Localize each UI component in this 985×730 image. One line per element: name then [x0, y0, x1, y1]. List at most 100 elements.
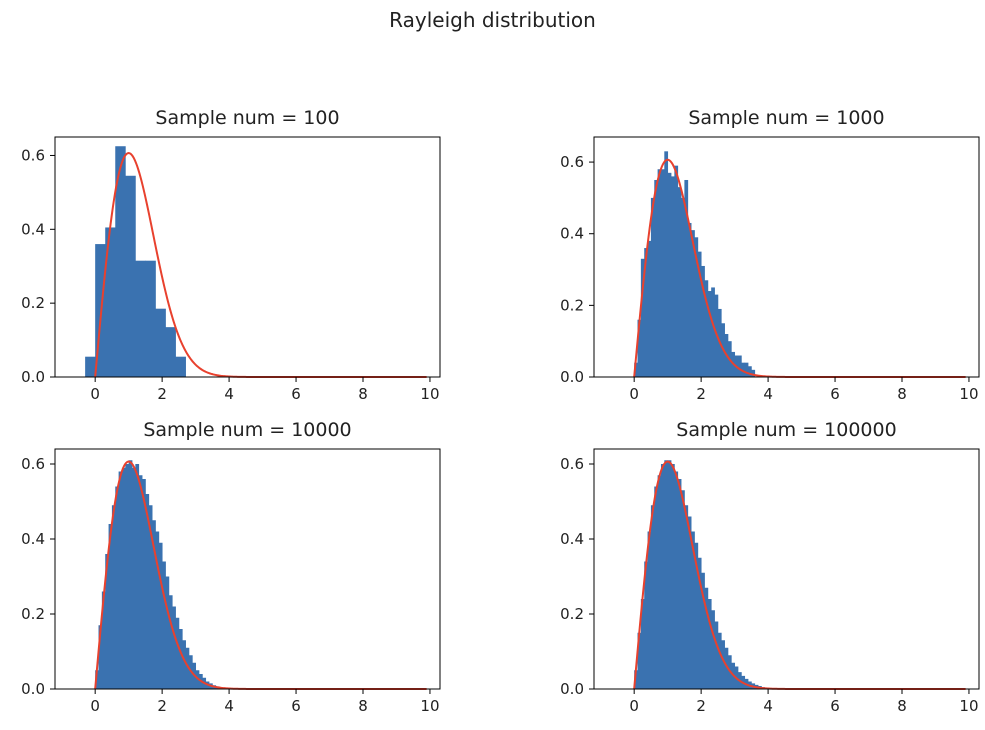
histogram-bar [142, 479, 146, 689]
histogram-bar [637, 319, 642, 377]
subplot-title: Sample num = 1000 [688, 107, 884, 129]
histogram-bar [155, 308, 166, 377]
x-tick-label: 0 [629, 697, 639, 715]
histogram-bar [182, 640, 186, 689]
histogram-bar [105, 554, 109, 689]
subplot-title: Sample num = 100000 [676, 419, 896, 441]
x-tick-label: 4 [224, 385, 234, 403]
x-tick-label: 2 [157, 697, 167, 715]
subplot-1: 0 2 4 6 8 10 0.0 0.2 0.4 0.6 Sample num = 100 [21, 107, 441, 403]
histogram-bar [664, 151, 669, 377]
histogram-bar [674, 165, 679, 377]
histogram-bar [694, 237, 699, 377]
histogram-bar [158, 542, 163, 689]
histogram-bar [691, 230, 695, 377]
figure-title: Rayleigh distribution [389, 8, 596, 32]
histogram-bar [681, 197, 685, 377]
x-tick-label: 6 [291, 697, 301, 715]
histogram-bar [717, 632, 722, 689]
histogram-bar [637, 632, 642, 689]
x-tick-label: 2 [696, 697, 706, 715]
histogram-bar [707, 599, 712, 689]
x-tick-label: 4 [224, 697, 234, 715]
histogram-bar [677, 187, 682, 377]
histogram-bar [125, 464, 130, 689]
histogram-bar [185, 647, 190, 689]
histogram-bar [634, 362, 638, 377]
histogram-bar [118, 471, 123, 689]
y-tick-label: 0.6 [21, 455, 45, 473]
histogram-bar [667, 172, 672, 377]
x-tick-label: 4 [763, 385, 773, 403]
histogram-bar [195, 670, 200, 689]
histogram-bar [657, 475, 662, 689]
subplot-title: Sample num = 10000 [143, 419, 351, 441]
x-tick-label: 10 [420, 697, 439, 715]
x-tick-label: 0 [629, 385, 639, 403]
histogram-bar [684, 505, 689, 689]
x-tick-label: 8 [358, 385, 368, 403]
histogram-bar [640, 599, 645, 689]
x-tick-label: 8 [358, 697, 368, 715]
histogram-bar [644, 248, 648, 377]
axes-frame [54, 136, 441, 378]
histogram-bar [677, 479, 682, 689]
histogram-bar [634, 670, 638, 689]
histogram-bar [165, 327, 176, 377]
y-tick-label: 0.4 [21, 220, 45, 238]
histogram-bar [681, 490, 685, 689]
histogram-bar [694, 542, 699, 689]
histogram-bar [647, 531, 652, 689]
histogram-bar [707, 291, 712, 377]
histogram-bar [744, 362, 749, 377]
histogram-bar [162, 561, 166, 689]
x-tick-label: 2 [157, 385, 167, 403]
histogram-bar [671, 464, 675, 689]
histogram-bar [714, 621, 719, 689]
histogram-bar [664, 460, 669, 689]
x-tick-label: 10 [420, 385, 439, 403]
subplot-3: 0 2 4 6 8 10 0.0 0.2 0.4 0.6 Sample num = 10000 [21, 419, 441, 715]
histogram-bar [697, 251, 702, 377]
histogram-bar [152, 520, 156, 689]
y-tick-label: 0.0 [560, 680, 584, 698]
histogram-bar [654, 179, 659, 377]
histogram-bar [667, 460, 672, 689]
histogram-bar [148, 505, 153, 689]
histogram-bar [701, 265, 705, 377]
histogram-bar [697, 557, 702, 689]
histogram-bar [737, 355, 742, 377]
histogram-bar [175, 617, 180, 689]
histogram-bar [748, 366, 752, 377]
histogram-bar [135, 260, 146, 377]
histogram-bar [135, 464, 140, 689]
histogram-bar [647, 240, 652, 377]
histogram-bar [650, 505, 655, 689]
histogram-bar [145, 494, 150, 689]
histogram-bar [95, 670, 99, 689]
histogram-bar [145, 260, 156, 377]
histogram-bar [172, 606, 176, 689]
x-tick-label: 0 [90, 385, 100, 403]
histogram-bar [687, 516, 692, 689]
y-tick-label: 0.0 [21, 680, 45, 698]
y-tick-label: 0.2 [21, 605, 45, 623]
y-tick-label: 0.0 [21, 368, 45, 386]
x-tick-label: 10 [959, 697, 978, 715]
histogram-bar [644, 561, 648, 689]
y-tick-label: 0.2 [560, 605, 584, 623]
histogram-bar [128, 460, 133, 689]
x-tick-label: 6 [830, 697, 840, 715]
histogram-bar [751, 369, 756, 377]
histogram-bar [704, 587, 709, 689]
y-tick-label: 0.2 [560, 296, 584, 314]
histogram-bar [155, 531, 160, 689]
histogram-bar [654, 486, 659, 689]
histogram-bar [101, 591, 106, 689]
x-tick-label: 0 [90, 697, 100, 715]
histogram-bar [687, 222, 692, 377]
histogram-bar [121, 467, 126, 689]
x-tick-label: 6 [291, 385, 301, 403]
x-tick-label: 6 [830, 385, 840, 403]
